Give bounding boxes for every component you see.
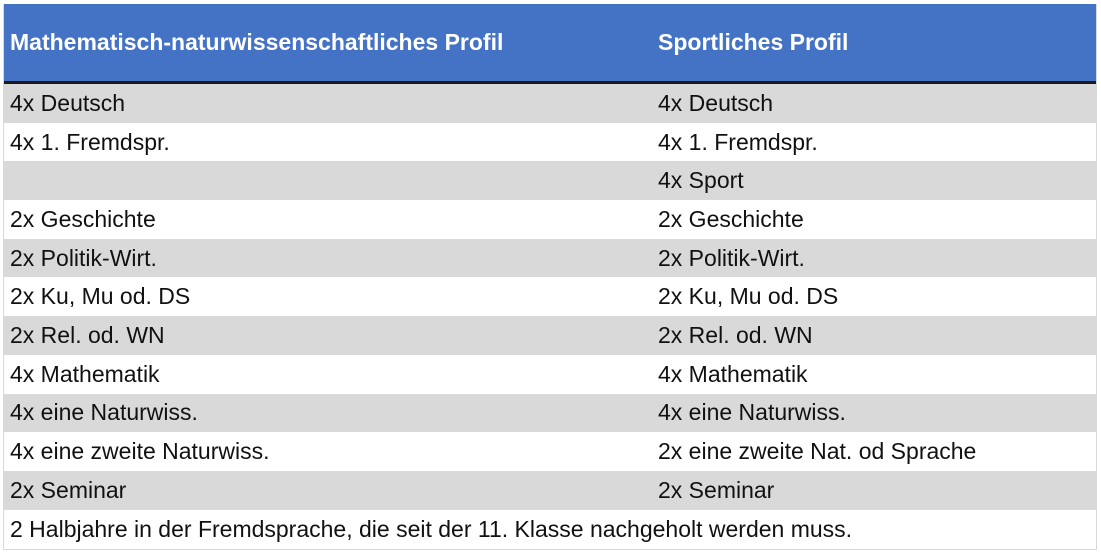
table-row: 4x Mathematik 4x Mathematik (4, 355, 1096, 394)
sport-profile-cell: 4x 1. Fremdspr. (658, 128, 818, 155)
table-row: 2x Ku, Mu od. DS 2x Ku, Mu od. DS (4, 277, 1096, 316)
table-header: Mathematisch-naturwissenschaftliches Pro… (4, 4, 1096, 84)
sport-profile-cell: 2x Rel. od. WN (658, 321, 813, 348)
math-profile-cell: 2x Rel. od. WN (10, 321, 165, 348)
sport-profile-cell: 4x Deutsch (658, 89, 774, 116)
math-profile-cell: 2x Ku, Mu od. DS (10, 283, 191, 310)
table-row: 4x Deutsch 4x Deutsch (4, 84, 1096, 123)
sport-profile-cell: 2x Ku, Mu od. DS (658, 283, 839, 310)
table-row: 4x Sport (4, 161, 1096, 201)
math-profile-cell: 4x Mathematik (10, 360, 160, 387)
sport-profile-cell: 2x Geschichte (658, 205, 804, 232)
header-math-profile: Mathematisch-naturwissenschaftliches Pro… (10, 29, 504, 55)
table-row: 2x Politik-Wirt. 2x Politik-Wirt. (4, 238, 1096, 278)
sport-profile-cell: 2x Seminar (658, 476, 775, 503)
math-profile-cell: 2x Seminar (10, 476, 127, 503)
header-sport-profile: Sportliches Profil (658, 29, 849, 55)
table-row: 4x eine Naturwiss. 4x eine Naturwiss. (4, 393, 1096, 433)
sport-profile-cell: 2x Politik-Wirt. (658, 244, 805, 271)
sport-profile-cell: 4x eine Naturwiss. (658, 399, 846, 426)
math-profile-cell: 4x Deutsch (10, 89, 126, 116)
table-row: 2x Geschichte 2x Geschichte (4, 200, 1096, 239)
math-profile-cell: 4x 1. Fremdspr. (10, 128, 170, 155)
profile-table: Mathematisch-naturwissenschaftliches Pro… (3, 4, 1097, 550)
math-profile-cell: 2x Geschichte (10, 205, 156, 232)
math-profile-cell: 4x eine zweite Naturwiss. (10, 438, 270, 465)
math-profile-cell: 4x eine Naturwiss. (10, 399, 198, 426)
table-row: 2x Rel. od. WN 2x Rel. od. WN (4, 316, 1096, 355)
sport-profile-cell: 4x Sport (658, 167, 744, 194)
table-row: 4x 1. Fremdspr. 4x 1. Fremdspr. (4, 123, 1096, 162)
sport-profile-cell: 2x eine zweite Nat. od Sprache (658, 438, 977, 465)
table-row: 2x Seminar 2x Seminar (4, 470, 1096, 510)
math-profile-cell: 2x Politik-Wirt. (10, 244, 157, 271)
sport-profile-cell: 4x Mathematik (658, 360, 808, 387)
footnote: 2 Halbjahre in der Fremdsprache, die sei… (4, 510, 1096, 550)
table-row: 4x eine zweite Naturwiss. 2x eine zweite… (4, 432, 1096, 471)
